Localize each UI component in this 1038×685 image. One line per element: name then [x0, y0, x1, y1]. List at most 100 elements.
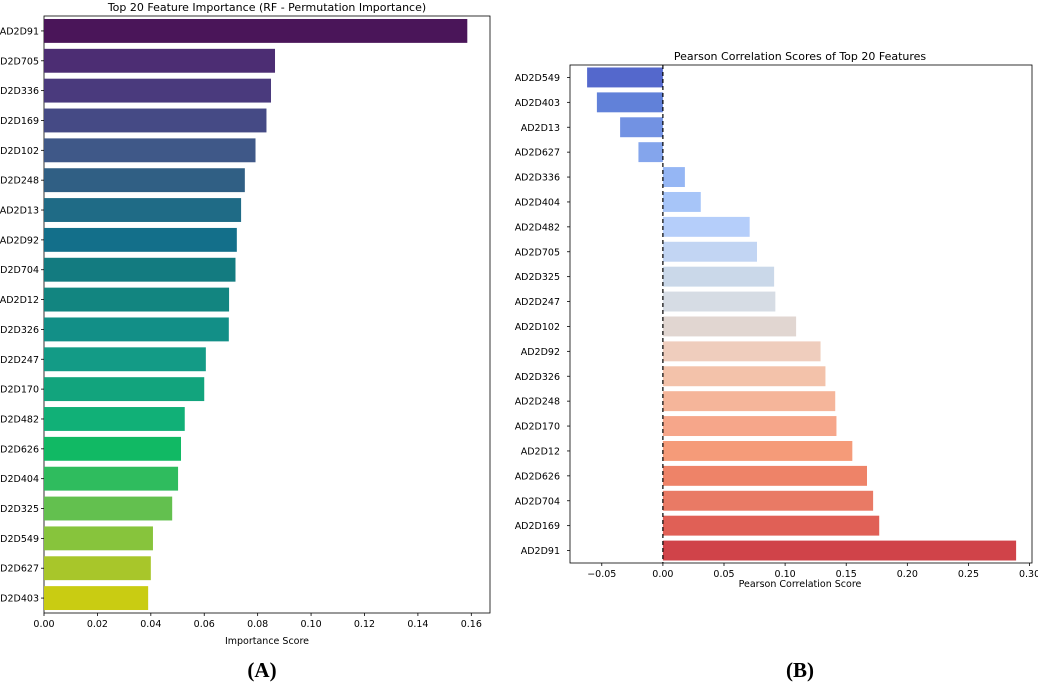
chart-b-bar-AD2D326	[662, 366, 826, 387]
chart-b-x-tick-label: 0.30	[1019, 569, 1038, 580]
chart-a-y-label-AD2D704: AD2D704	[0, 265, 39, 276]
chart-b-bar-AD2D704	[662, 490, 874, 511]
chart-b-x-tick-label: 0.20	[897, 569, 918, 580]
chart-a-y-label-AD2D248: AD2D248	[0, 176, 39, 187]
chart-a-y-label-AD2D12: AD2D12	[0, 295, 39, 306]
chart-a-bar-AD2D91	[44, 18, 468, 43]
chart-a-y-label-AD2D482: AD2D482	[0, 414, 39, 425]
chart-a-y-label-AD2D627: AD2D627	[0, 564, 39, 575]
chart-b-bar-AD2D705	[662, 241, 757, 262]
chart-b-y-label-AD2D13: AD2D13	[521, 123, 560, 134]
chart-a-bar-AD2D92	[44, 227, 237, 252]
chart-b-y-label-AD2D247: AD2D247	[515, 297, 560, 308]
chart-b-bar-AD2D102	[662, 316, 797, 337]
chart-a-bar-AD2D626	[44, 436, 182, 461]
chart-a-y-label-AD2D326: AD2D326	[0, 325, 39, 336]
chart-a-y-tick-labels: AD2D91 AD2D705 AD2D336 AD2D169 AD2D102 AD2D24…	[0, 26, 44, 605]
chart-a-bar-AD2D403	[44, 586, 149, 611]
chart-b-x-ticks: −0.05 0.00 0.05 0.10 0.15 0.20 0.25 0.30	[587, 563, 1038, 580]
chart-b-y-label-AD2D626: AD2D626	[515, 471, 560, 482]
chart-b-bar-AD2D549	[587, 67, 663, 88]
chart-b-x-axis-label: Pearson Correlation Score	[739, 579, 862, 590]
chart-a-bar-AD2D169	[44, 108, 267, 133]
chart-b-x-tick-label: 0.25	[958, 569, 979, 580]
chart-a-y-label-AD2D170: AD2D170	[0, 385, 39, 396]
chart-b-y-label-AD2D549: AD2D549	[515, 73, 560, 84]
chart-b-pearson-correlation: Pearson Correlation Scores of Top 20 Fea…	[515, 50, 1038, 682]
chart-b-bar-AD2D13	[620, 117, 663, 138]
chart-a-bar-AD2D404	[44, 466, 179, 491]
chart-a-y-label-AD2D403: AD2D403	[0, 594, 39, 605]
chart-a-x-tick-label: 0.00	[33, 619, 54, 630]
chart-a-bar-AD2D247	[44, 347, 206, 372]
chart-a-bar-AD2D102	[44, 138, 256, 163]
chart-b-bar-AD2D248	[662, 391, 836, 412]
chart-a-plot-frame	[43, 15, 491, 614]
chart-a-bar-AD2D325	[44, 496, 173, 521]
chart-b-y-label-AD2D403: AD2D403	[515, 98, 560, 109]
chart-b-bar-AD2D325	[662, 266, 775, 287]
chart-b-y-label-AD2D92: AD2D92	[521, 347, 560, 358]
chart-a-x-tick-label: 0.02	[87, 619, 108, 630]
chart-b-y-label-AD2D326: AD2D326	[515, 372, 560, 383]
chart-b-y-label-AD2D12: AD2D12	[521, 446, 560, 457]
chart-a-x-ticks: 0.00 0.02 0.04 0.06 0.08 0.10 0.12 0.14 0.16	[33, 613, 482, 630]
chart-a-x-tick-label: 0.08	[247, 619, 268, 630]
chart-b-bar-AD2D247	[662, 291, 776, 312]
chart-a-y-label-AD2D626: AD2D626	[0, 444, 39, 455]
chart-a-y-label-AD2D13: AD2D13	[0, 206, 39, 217]
chart-b-y-label-AD2D704: AD2D704	[515, 496, 560, 507]
chart-a-y-label-AD2D705: AD2D705	[0, 56, 39, 67]
chart-a-x-tick-label: 0.14	[407, 619, 428, 630]
chart-b-y-label-AD2D404: AD2D404	[515, 197, 560, 208]
chart-a-x-tick-label: 0.10	[300, 619, 321, 630]
chart-b-y-label-AD2D91: AD2D91	[521, 546, 560, 557]
chart-b-y-label-AD2D705: AD2D705	[515, 247, 560, 258]
chart-a-y-label-AD2D92: AD2D92	[0, 235, 39, 246]
chart-b-plot-frame	[569, 64, 1033, 564]
chart-b-y-label-AD2D169: AD2D169	[515, 521, 560, 532]
chart-a-bars	[44, 18, 468, 611]
chart-b-bar-AD2D169	[662, 515, 880, 536]
panel-label-b: (B)	[786, 658, 814, 682]
chart-b-y-label-AD2D248: AD2D248	[515, 397, 560, 408]
chart-a-bar-AD2D12	[44, 287, 230, 312]
chart-b-bars	[587, 67, 1017, 561]
panel-label-a: (A)	[247, 658, 276, 682]
chart-b-bar-AD2D626	[662, 465, 867, 486]
chart-b-x-tick-label: 0.10	[775, 569, 796, 580]
chart-b-x-tick-label: 0.00	[652, 569, 673, 580]
chart-a-y-label-AD2D325: AD2D325	[0, 504, 39, 515]
chart-b-y-label-AD2D627: AD2D627	[515, 148, 560, 159]
chart-b-bar-AD2D12	[662, 440, 853, 461]
chart-a-bar-AD2D170	[44, 377, 205, 402]
chart-a-bar-AD2D13	[44, 198, 242, 222]
chart-b-bar-AD2D627	[638, 142, 663, 163]
chart-b-title: Pearson Correlation Scores of Top 20 Fea…	[674, 50, 927, 63]
chart-b-y-label-AD2D325: AD2D325	[515, 272, 560, 283]
chart-b-bar-AD2D482	[662, 216, 750, 237]
chart-a-y-label-AD2D549: AD2D549	[0, 534, 39, 545]
chart-b-bar-AD2D336	[662, 167, 685, 188]
chart-b-x-tick-label: 0.05	[713, 569, 734, 580]
chart-b-bar-AD2D170	[662, 416, 837, 437]
chart-a-bar-AD2D336	[44, 78, 272, 103]
chart-a-bar-AD2D326	[44, 317, 229, 342]
chart-a-title: Top 20 Feature Importance (RF - Permutat…	[107, 1, 426, 14]
chart-a-bar-AD2D248	[44, 168, 245, 193]
chart-a-bar-AD2D549	[44, 526, 153, 551]
chart-b-x-tick-label: 0.15	[836, 569, 857, 580]
chart-b-y-tick-labels: AD2D549 AD2D403 AD2D13 AD2D627 AD2D336 AD2D40…	[515, 73, 570, 557]
chart-a-x-axis-label: Importance Score	[225, 636, 309, 647]
chart-a-y-label-AD2D91: AD2D91	[0, 26, 39, 37]
chart-b-y-label-AD2D336: AD2D336	[515, 173, 560, 184]
chart-a-bar-AD2D705	[44, 48, 276, 73]
chart-a-bar-AD2D704	[44, 257, 236, 282]
chart-b-y-label-AD2D170: AD2D170	[515, 422, 560, 433]
chart-b-x-tick-label: −0.05	[587, 569, 616, 580]
chart-a-y-label-AD2D404: AD2D404	[0, 474, 39, 485]
chart-a-feature-importance: Top 20 Feature Importance (RF - Permutat…	[0, 1, 491, 682]
chart-b-bar-AD2D92	[662, 341, 821, 362]
chart-b-bar-AD2D403	[596, 92, 663, 113]
